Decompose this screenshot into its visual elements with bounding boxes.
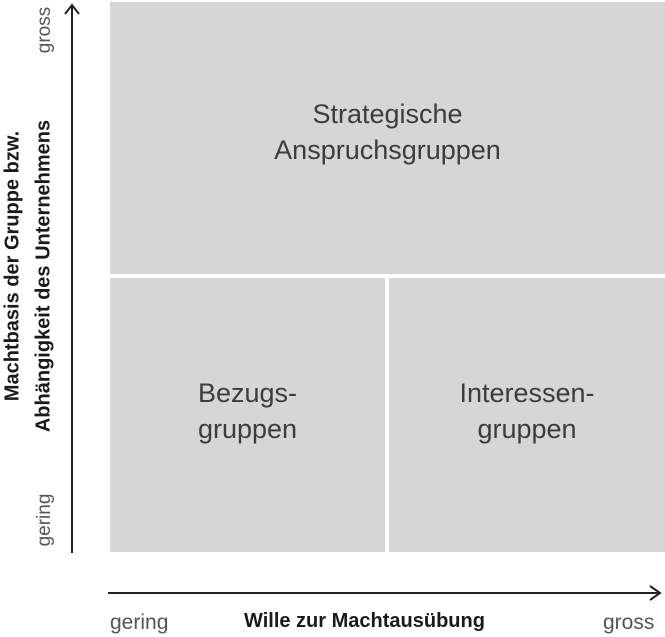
y-axis-title-line1: Machtbasis der Gruppe bzw. — [1, 130, 24, 402]
quadrant-strategische-anspruchsgruppen: Strategische Anspruchsgruppen — [110, 2, 665, 274]
quadrant-top-line1: Strategische — [312, 99, 463, 129]
quadrant-br-line2: gruppen — [477, 414, 577, 444]
quadrant-bezugsgruppen: Bezugs- gruppen — [110, 278, 385, 552]
x-axis-arrow — [108, 585, 662, 601]
x-axis-low-label: gering — [110, 611, 169, 634]
quadrant-top-line2: Anspruchsgruppen — [274, 135, 501, 165]
y-axis-low-label: gering — [34, 493, 55, 547]
y-axis-high-label: gross — [34, 6, 55, 54]
x-axis-title: Wille zur Machtausübung — [244, 610, 485, 632]
quadrant-bl-line1: Bezugs- — [197, 378, 298, 408]
quadrant-interessengruppen: Interessen- gruppen — [389, 278, 665, 552]
quadrant-bl-line2: gruppen — [197, 414, 298, 444]
y-axis-arrow — [64, 3, 80, 553]
quadrant-br-line1: Interessen- — [459, 378, 595, 408]
y-axis-title-line2: Abhängigkeit des Unternehmens — [32, 119, 55, 433]
x-axis-high-label: gross — [603, 611, 655, 634]
